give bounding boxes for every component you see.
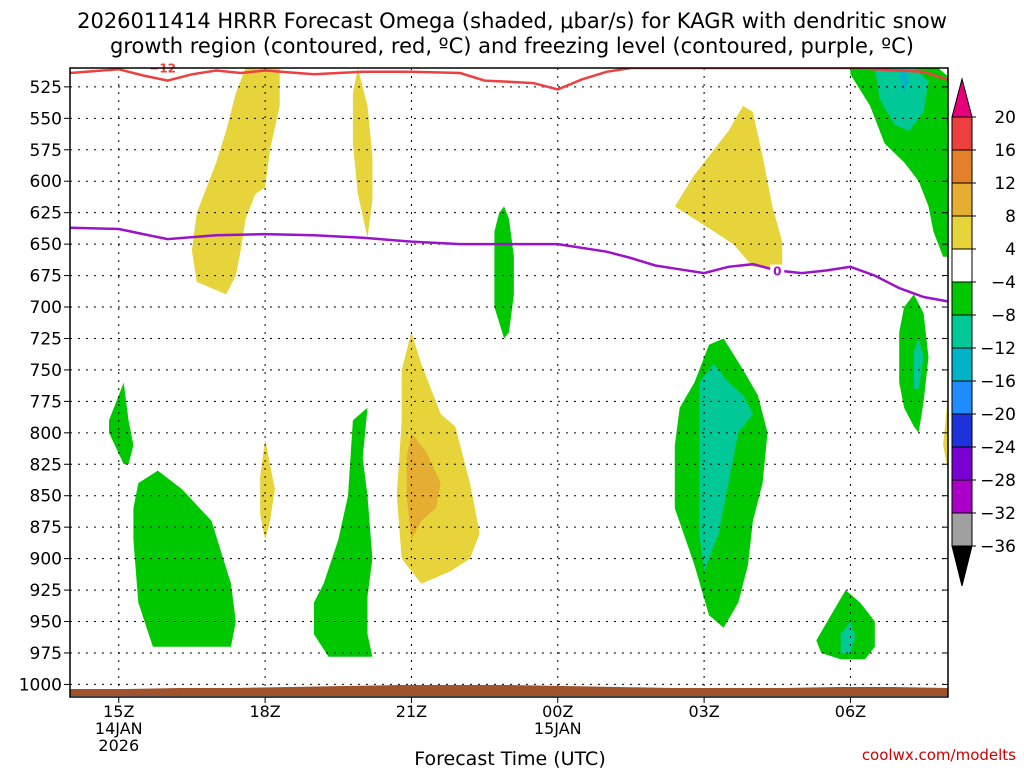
- colorbar-label: −36: [980, 537, 1016, 557]
- colorbar-segment: [951, 116, 973, 151]
- colorbar-label: −24: [980, 438, 1016, 458]
- omega-region-green: [899, 294, 929, 433]
- omega-region-teal: [913, 338, 924, 389]
- x-tick-label: 15JAN: [534, 719, 582, 738]
- colorbar-label: −32: [980, 504, 1016, 524]
- colorbar-segment: [951, 446, 973, 481]
- colorbar-top-arrow: [951, 77, 973, 118]
- contour-lines: [70, 68, 948, 303]
- colorbar-segment: [951, 149, 973, 184]
- colorbar-segment: [951, 512, 973, 547]
- x-tick-label: 21Z: [396, 702, 427, 721]
- y-tick-label: 925: [30, 581, 62, 601]
- colorbar-label: −16: [980, 372, 1016, 392]
- omega-region-cyan: [899, 68, 909, 94]
- dgz-minus12-contour: [70, 68, 948, 91]
- colorbar-bottom-arrow: [951, 545, 973, 587]
- omega-region-green: [133, 470, 236, 647]
- y-tick-label: 775: [30, 392, 62, 412]
- y-tick-label: 950: [30, 613, 62, 633]
- y-tick-label: 975: [30, 644, 62, 664]
- colorbar-segment: [951, 479, 973, 514]
- colorbar-label: −28: [980, 471, 1016, 491]
- plot-area: −120: [69, 61, 949, 698]
- freezing-contour-label: 0: [773, 265, 781, 279]
- omega-region-green: [850, 68, 948, 257]
- y-tick-label: 850: [30, 487, 62, 507]
- y-tick-label: 825: [30, 455, 62, 475]
- x-axis-title: Forecast Time (UTC): [414, 748, 605, 768]
- colorbar-segment: [951, 215, 973, 250]
- colorbar-legend: 20 16 12 8 4 −4 −8 −12 −16 −20 −24 −28 −32 −36: [951, 77, 1016, 587]
- freezing-label-bg: [770, 264, 785, 278]
- omega-region-orange: [406, 432, 441, 540]
- colorbar-label: 12: [994, 174, 1016, 194]
- source-credit: coolwx.com/modelts: [862, 746, 1016, 764]
- y-tick-label: 550: [30, 109, 62, 129]
- y-tick-label: 875: [30, 518, 62, 538]
- colorbar-label: 20: [994, 108, 1016, 128]
- y-tick-label: 700: [30, 298, 62, 318]
- omega-region-green: [494, 206, 514, 339]
- chart-title-line1: 2026011414 HRRR Forecast Omega (shaded, …: [77, 9, 947, 33]
- colorbar-segment: [951, 413, 973, 448]
- freezing-level-contour: [70, 226, 948, 303]
- x-tick-label: 2026: [98, 736, 139, 755]
- colorbar-segment: [951, 248, 973, 283]
- colorbar-segment: [951, 182, 973, 217]
- omega-region-green: [816, 590, 875, 660]
- chart-title-line2: growth region (contoured, red, ºC) and f…: [110, 34, 914, 58]
- colorbar-label: −4: [991, 273, 1016, 293]
- colorbar-segment: [951, 314, 973, 349]
- y-tick-label: 625: [30, 204, 62, 224]
- y-tick-label: 800: [30, 424, 62, 444]
- y-tick-label: 1000: [19, 675, 62, 695]
- colorbar-label: −12: [980, 339, 1016, 359]
- x-tick-label: 14JAN: [95, 719, 143, 738]
- omega-region-green: [109, 382, 134, 465]
- y-tick-label: 575: [30, 141, 62, 161]
- x-tick-label: 00Z: [542, 702, 573, 721]
- y-tick-label: 600: [30, 172, 62, 192]
- omega-region-yellow: [674, 105, 783, 267]
- colorbar-label: 4: [1005, 240, 1016, 260]
- gridlines: [70, 68, 948, 697]
- omega-region-teal: [874, 68, 929, 131]
- omega-region-yellow: [352, 68, 373, 238]
- colorbar-segment: [951, 347, 973, 382]
- y-tick-label: 650: [30, 235, 62, 255]
- colorbar-segment: [951, 281, 973, 316]
- omega-shading: [109, 68, 948, 660]
- colorbar-label: −8: [991, 306, 1016, 326]
- x-tick-label: 03Z: [688, 702, 719, 721]
- colorbar-segment: [951, 380, 973, 415]
- y-tick-label: 725: [30, 329, 62, 349]
- omega-region-teal: [699, 363, 753, 572]
- x-tick-label: 15Z: [103, 702, 134, 721]
- y-tick-label: 900: [30, 550, 62, 570]
- y-tick-label: 525: [30, 78, 62, 98]
- colorbar-label: −20: [980, 405, 1016, 425]
- omega-region-teal: [840, 621, 856, 653]
- x-tick-label: 18Z: [249, 702, 280, 721]
- terrain-ground: [70, 685, 948, 696]
- omega-region-green: [313, 407, 373, 657]
- y-tick-label: 750: [30, 361, 62, 381]
- y-axis: 525 550 575 600 625 650 675 700 725 750 775 800 825 8…: [19, 78, 948, 695]
- x-tick-label: 06Z: [835, 702, 866, 721]
- omega-region-yellow: [191, 68, 280, 295]
- colorbar-label: 8: [1005, 207, 1016, 227]
- colorbar-label: 16: [994, 141, 1016, 161]
- plot-frame: [69, 67, 949, 698]
- y-tick-label: 675: [30, 267, 62, 287]
